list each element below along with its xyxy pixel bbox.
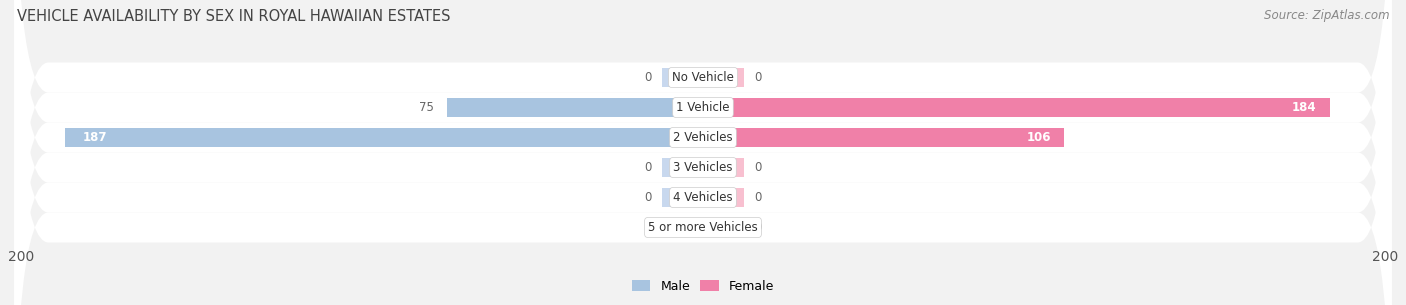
Text: 0: 0	[644, 71, 652, 84]
Text: 184: 184	[1292, 101, 1317, 114]
Text: 2 Vehicles: 2 Vehicles	[673, 131, 733, 144]
Text: 0: 0	[644, 191, 652, 204]
Text: 0: 0	[754, 221, 762, 234]
Text: 75: 75	[419, 101, 433, 114]
Text: 0: 0	[754, 161, 762, 174]
Bar	[662, 218, 703, 237]
Text: 1 Vehicle: 1 Vehicle	[676, 101, 730, 114]
Bar	[662, 188, 703, 207]
Bar	[703, 218, 744, 237]
Legend: Male, Female: Male, Female	[631, 280, 775, 293]
Text: 0: 0	[644, 161, 652, 174]
FancyBboxPatch shape	[14, 0, 1392, 305]
Bar	[703, 188, 744, 207]
FancyBboxPatch shape	[14, 0, 1392, 305]
Text: 0: 0	[754, 71, 762, 84]
Bar	[662, 158, 703, 177]
Bar	[662, 68, 703, 87]
Text: 106: 106	[1026, 131, 1050, 144]
Bar	[703, 128, 1064, 147]
Text: No Vehicle: No Vehicle	[672, 71, 734, 84]
Text: 187: 187	[83, 131, 107, 144]
Bar	[703, 68, 744, 87]
Text: 4 Vehicles: 4 Vehicles	[673, 191, 733, 204]
FancyBboxPatch shape	[14, 0, 1392, 305]
Bar	[703, 98, 1330, 117]
Text: Source: ZipAtlas.com: Source: ZipAtlas.com	[1264, 9, 1389, 22]
FancyBboxPatch shape	[14, 0, 1392, 305]
Bar	[66, 128, 703, 147]
Text: 0: 0	[644, 221, 652, 234]
Bar	[703, 158, 744, 177]
Text: 5 or more Vehicles: 5 or more Vehicles	[648, 221, 758, 234]
Text: 0: 0	[754, 191, 762, 204]
FancyBboxPatch shape	[14, 0, 1392, 305]
FancyBboxPatch shape	[14, 0, 1392, 305]
Text: VEHICLE AVAILABILITY BY SEX IN ROYAL HAWAIIAN ESTATES: VEHICLE AVAILABILITY BY SEX IN ROYAL HAW…	[17, 9, 450, 24]
Text: 3 Vehicles: 3 Vehicles	[673, 161, 733, 174]
Bar	[447, 98, 703, 117]
